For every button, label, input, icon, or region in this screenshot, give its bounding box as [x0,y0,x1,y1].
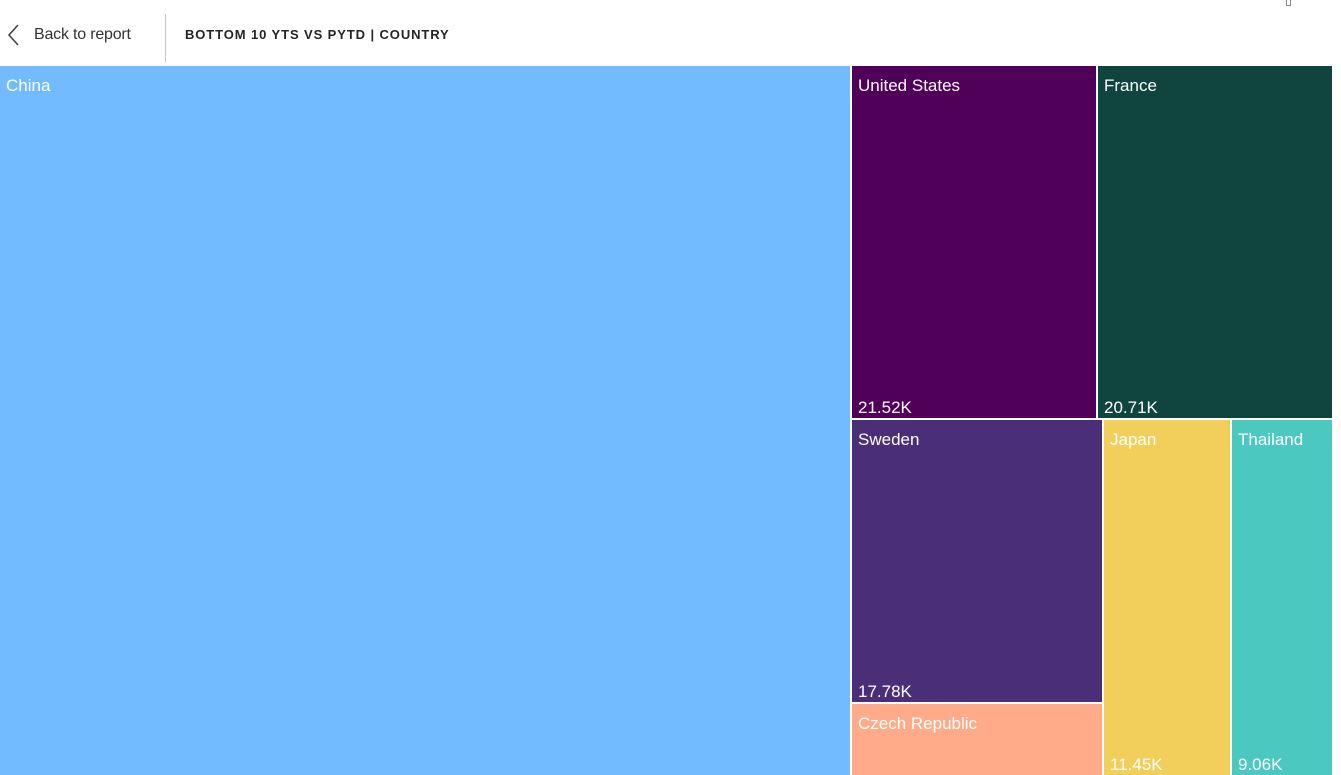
treemap-tile-china[interactable]: China [0,66,850,775]
treemap-rect-france[interactable] [1098,66,1332,418]
treemap-label-japan: Japan [1110,430,1156,449]
page-title: BOTTOM 10 YTS VS PYTD | COUNTRY [185,27,450,42]
treemap-label-united-states: United States [858,76,960,95]
treemap-tile-united-states[interactable]: United States 21.52K [852,66,1096,418]
treemap-rect-united-states[interactable] [852,66,1096,418]
treemap-value-sweden: 17.78K [858,682,913,701]
treemap-rect-china[interactable] [0,66,850,775]
window-corner-mark [1286,0,1291,6]
back-to-report-button[interactable]: Back to report [6,18,131,52]
treemap-value-japan: 11.45K [1110,755,1163,774]
treemap-value-france: 20.71K [1104,398,1159,417]
header-divider [165,14,166,62]
treemap-chart: China United States21.52KFrance20.71KSwed… [0,66,1332,775]
treemap-label-china: China [6,76,51,95]
treemap-label-czech-republic: Czech Republic [858,714,978,733]
header-bar: Back to report BOTTOM 10 YTS VS PYTD | C… [0,0,1341,66]
treemap-value-thailand: 9.06K [1238,755,1283,774]
treemap-label-thailand: Thailand [1238,430,1303,449]
treemap-label-france: France [1104,76,1157,95]
treemap-tile-czech-republic[interactable]: Czech Republic [852,704,1102,775]
treemap-label-sweden: Sweden [858,430,919,449]
treemap-value-united-states: 21.52K [858,398,913,417]
back-to-report-label: Back to report [34,26,131,43]
treemap-tile-thailand[interactable]: Thailand 9.06K [1232,420,1332,775]
treemap-tile-sweden[interactable]: Sweden 17.78K [852,420,1102,702]
treemap-rect-thailand[interactable] [1232,420,1332,775]
chevron-left-icon [6,23,20,47]
treemap-tile-japan[interactable]: Japan 11.45K [1104,420,1230,775]
treemap-tile-france[interactable]: France 20.71K [1098,66,1332,418]
treemap-rect-sweden[interactable] [852,420,1102,702]
treemap-rect-czech-republic[interactable] [852,704,1102,775]
treemap-rect-japan[interactable] [1104,420,1230,775]
